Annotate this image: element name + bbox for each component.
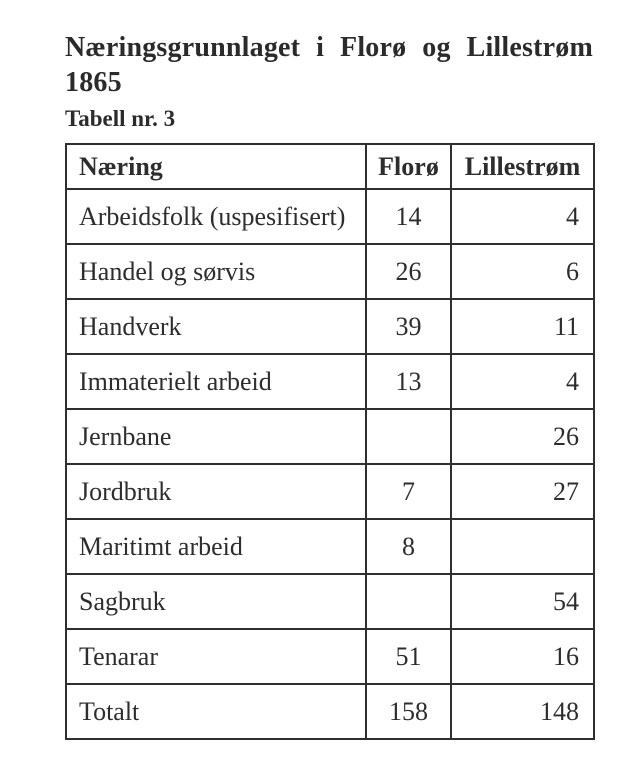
cell-lillestrom: 11 [450, 298, 595, 355]
cell-floro: 7 [365, 463, 452, 520]
cell-floro: 39 [365, 298, 452, 355]
title-line-2: 1865 [65, 67, 122, 98]
cell-floro [365, 573, 452, 630]
column-header-naering: Næring [65, 143, 367, 190]
cell-lillestrom [450, 518, 595, 575]
cell-lillestrom: 4 [450, 188, 595, 245]
table-row: Tenarar 51 16 [65, 628, 595, 685]
table-row-total: Totalt 158 148 [65, 683, 595, 740]
cell-naering: Maritimt arbeid [65, 518, 367, 575]
table-row: Handverk 39 11 [65, 298, 595, 355]
cell-lillestrom: 27 [450, 463, 595, 520]
cell-naering: Immaterielt arbeid [65, 353, 367, 410]
statistics-table: Næring Florø Lillestrøm Arbeidsfolk (usp… [65, 143, 595, 740]
column-header-lillestrom: Lillestrøm [450, 143, 595, 190]
cell-lillestrom: 6 [450, 243, 595, 300]
table-header-row: Næring Florø Lillestrøm [65, 143, 595, 190]
cell-floro: 13 [365, 353, 452, 410]
cell-lillestrom: 16 [450, 628, 595, 685]
cell-floro [365, 408, 452, 465]
table-row: Sagbruk 54 [65, 573, 595, 630]
cell-lillestrom: 26 [450, 408, 595, 465]
cell-naering: Arbeidsfolk (uspesifisert) [65, 188, 367, 245]
table-row: Maritimt arbeid 8 [65, 518, 595, 575]
cell-naering: Totalt [65, 683, 367, 740]
cell-lillestrom: 54 [450, 573, 595, 630]
page-title: Næringsgrunnlaget i Florø og Lillestrøm … [65, 30, 593, 100]
cell-floro: 158 [365, 683, 452, 740]
cell-floro: 14 [365, 188, 452, 245]
table-row: Immaterielt arbeid 13 4 [65, 353, 595, 410]
column-header-floro: Florø [365, 143, 452, 190]
cell-naering: Jernbane [65, 408, 367, 465]
document-page: Næringsgrunnlaget i Florø og Lillestrøm … [65, 0, 595, 740]
cell-floro: 8 [365, 518, 452, 575]
cell-floro: 51 [365, 628, 452, 685]
cell-naering: Handel og sørvis [65, 243, 367, 300]
cell-lillestrom: 148 [450, 683, 595, 740]
table-row: Jordbruk 7 27 [65, 463, 595, 520]
table-row: Jernbane 26 [65, 408, 595, 465]
cell-floro: 26 [365, 243, 452, 300]
cell-naering: Tenarar [65, 628, 367, 685]
cell-lillestrom: 4 [450, 353, 595, 410]
table-caption: Tabell nr. 3 [65, 106, 176, 131]
table-row: Handel og sørvis 26 6 [65, 243, 595, 300]
cell-naering: Jordbruk [65, 463, 367, 520]
cell-naering: Sagbruk [65, 573, 367, 630]
title-line-1: Næringsgrunnlaget i Florø og Lillestrøm [65, 32, 593, 63]
table-row: Arbeidsfolk (uspesifisert) 14 4 [65, 188, 595, 245]
cell-naering: Handverk [65, 298, 367, 355]
